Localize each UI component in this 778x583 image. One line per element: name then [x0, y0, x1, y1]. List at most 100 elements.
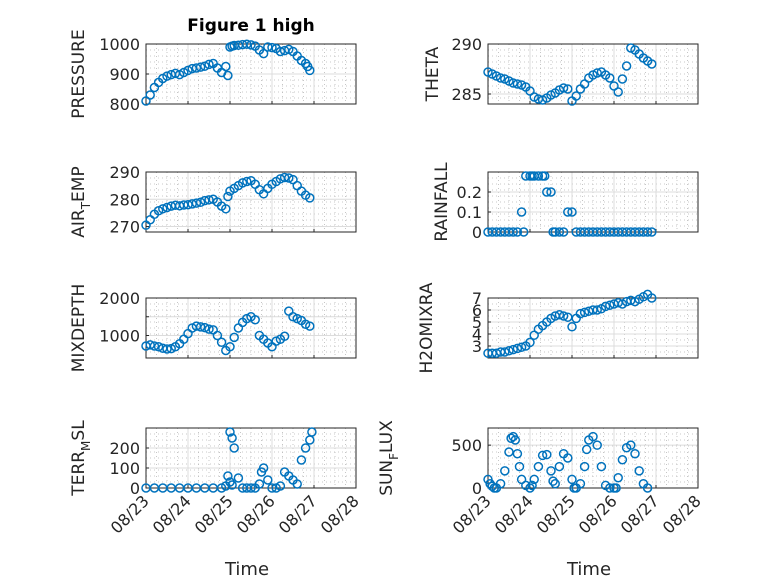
mixdepth-data-point: [305, 321, 315, 331]
terr_msl-data-point: [307, 427, 317, 437]
h2omixra-data-point: [554, 310, 565, 320]
h2omixra-ylabel: H2OMIXRA: [417, 282, 437, 373]
rainfall-data-point: [567, 207, 577, 217]
h2omixra-data-point: [508, 344, 518, 355]
mixdepth-data-point: [216, 337, 227, 347]
sun_flux-data-point: [546, 466, 556, 476]
rainfall-data-point: [516, 207, 527, 217]
theta-data-point: [592, 68, 602, 78]
mixdepth-data-point: [250, 315, 260, 325]
pressure-ytick-label: 800: [109, 95, 140, 114]
sun_flux-data-point: [525, 483, 535, 493]
terr_msl-data-point: [267, 483, 277, 493]
h2omixra-data-point: [605, 300, 615, 310]
terr_msl-data-point: [254, 479, 265, 489]
mixdepth-data-point: [229, 332, 239, 343]
sun_flux-data-point: [514, 461, 525, 472]
pressure-ytick-label: 900: [109, 65, 140, 84]
air_temp-ylabel-rest: EMP: [69, 166, 89, 202]
air_temp-data-point: [242, 176, 252, 187]
pressure-data-point: [223, 70, 233, 81]
sun_flux-data-point: [642, 483, 653, 493]
theta-data-point: [605, 73, 615, 83]
pressure-data-point: [305, 65, 315, 76]
sun_flux-data-point: [554, 461, 565, 472]
sun_flux-data-point: [510, 435, 521, 445]
mixdepth-ylabel-main: MIXDEPTH: [69, 284, 89, 373]
terr_msl-data-point: [263, 475, 273, 485]
sun_flux-data-point: [550, 478, 560, 489]
mixdepth-data-point: [153, 342, 164, 352]
theta-data-point: [571, 91, 581, 101]
mixdepth-data-point: [204, 324, 214, 334]
terr_msl-xtick-label: 08/28: [317, 491, 363, 537]
terr_msl-xtick-label: 08/23: [107, 491, 153, 537]
h2omixra-data-point: [575, 308, 586, 319]
air_temp-data-point: [195, 197, 206, 208]
air_temp-axes: 270 280 290 AIRTEMP: [69, 163, 357, 238]
air_temp-data-point: [191, 198, 202, 208]
h2omixra-data-point: [500, 347, 510, 357]
sun_flux-data-point: [487, 481, 497, 492]
sun_flux-data-point: [495, 478, 506, 489]
terr_msl-xtick-label: 08/27: [275, 491, 321, 537]
sun_flux-data-point: [563, 453, 573, 463]
terr_msl-ylabel-subscript: M: [79, 441, 93, 451]
theta-data-point: [617, 74, 628, 84]
figure-title: Figure 1 high: [187, 16, 315, 36]
rainfall-data-point: [533, 171, 544, 181]
sun_flux-data-point: [500, 466, 510, 476]
sun_flux-data-point: [634, 466, 644, 476]
figure-title-group: Figure 1 high: [187, 16, 315, 36]
rainfall-axes: 00.10.2 RAINFALL: [432, 162, 699, 242]
pressure-data-point: [246, 40, 256, 50]
theta-ylabel: THETA: [423, 46, 443, 102]
h2omixra-ytick-label: 7: [472, 289, 482, 308]
rainfall-data-point: [563, 207, 573, 217]
sun_flux-data-point: [579, 461, 590, 472]
mixdepth-data-point: [212, 330, 223, 341]
pressure-data-point: [258, 48, 269, 59]
terr_msl-data-point: [227, 433, 237, 443]
air_temp-ylabel-main: AIR: [69, 209, 89, 238]
pressure-data-point: [195, 62, 206, 72]
air_temp-data-point: [237, 178, 248, 188]
rainfall-data-point: [546, 187, 556, 197]
pressure-ytick-label: 1000: [99, 35, 140, 54]
air_temp-data-point: [221, 204, 231, 214]
air_temp-data-point: [204, 195, 214, 205]
sun_flux-data-point: [542, 449, 552, 460]
theta-ylabel-main: THETA: [423, 46, 443, 102]
pressure-axes: 800 900 1000 PRESSURE: [69, 29, 357, 119]
theta-ytick-label: 290: [451, 35, 482, 54]
mixdepth-data-point: [145, 340, 155, 350]
terr_msl-ylabel: TERRMSL: [69, 420, 93, 497]
h2omixra-ytick-label: 6: [472, 301, 482, 320]
air_temp-axes-box: [145, 171, 357, 233]
theta-data-point: [613, 87, 623, 97]
air_temp-ylabel-subscript: T: [79, 201, 93, 210]
terr_msl-ylabel-rest: SL: [69, 420, 89, 441]
sun_flux-ylabel-rest: LUX: [377, 420, 397, 453]
mixdepth-ylabel: MIXDEPTH: [69, 284, 89, 373]
h2omixra-axes-box: [487, 297, 699, 359]
mixdepth-data-point: [162, 344, 172, 354]
sun_flux-data-point: [567, 474, 577, 485]
sun_flux-data-point: [537, 450, 548, 461]
terr_msl-xtick-label: 08/25: [191, 491, 237, 537]
h2omixra-data-point: [647, 293, 657, 303]
air_temp-data-point: [305, 193, 315, 203]
rainfall-data-point: [558, 227, 569, 237]
terr_msl-data-point: [296, 455, 307, 465]
rainfall-data-point: [518, 227, 529, 237]
h2omixra-data-point: [558, 311, 569, 321]
sun_flux-data-point: [506, 433, 516, 444]
terr_msl-ytick-label: 200: [109, 439, 140, 458]
sun_flux-data-point: [575, 478, 586, 489]
sun_flux-data-point: [630, 448, 640, 459]
terr_msl-data-point: [227, 480, 237, 490]
terr_msl-data-point: [292, 479, 302, 489]
